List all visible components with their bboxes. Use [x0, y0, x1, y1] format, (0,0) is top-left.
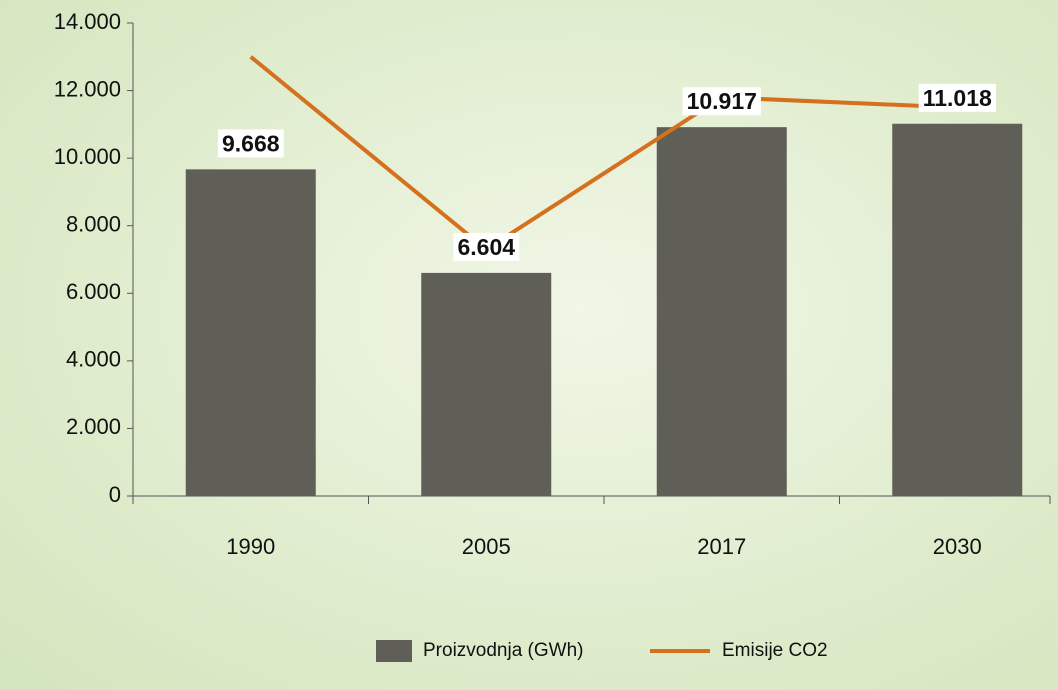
value-label-bg	[682, 87, 761, 116]
bar	[656, 127, 787, 497]
value-label-bg	[453, 232, 520, 261]
y-tick-label: 4.000	[66, 347, 121, 372]
value-label-bg	[918, 83, 996, 112]
x-tick-label: 2017	[697, 534, 746, 559]
x-tick-label: 1990	[226, 534, 275, 559]
y-tick-label: 10.000	[54, 144, 121, 169]
bar	[185, 169, 316, 496]
legend-label: Proizvodnja (GWh)	[423, 640, 584, 661]
x-tick-label: 2030	[933, 534, 982, 559]
value-label: 9.668	[222, 130, 280, 156]
y-tick-label: 0	[109, 482, 121, 507]
value-label: 11.018	[923, 85, 992, 111]
y-tick-label: 14.000	[54, 9, 121, 34]
y-tick-label: 8.000	[66, 212, 121, 237]
value-label-bg	[217, 129, 284, 158]
value-label: 6.604	[457, 234, 515, 260]
legend-swatch	[376, 640, 412, 662]
y-tick-label: 6.000	[66, 279, 121, 304]
value-label: 10.917	[687, 88, 757, 114]
line	[249, 55, 958, 252]
x-tick-label: 2005	[462, 534, 511, 559]
bar	[892, 123, 1023, 497]
y-tick-label: 2.000	[66, 414, 121, 439]
y-tick-label: 12.000	[54, 76, 121, 101]
bar	[421, 272, 552, 496]
legend-label: Emisije CO2	[722, 640, 828, 661]
